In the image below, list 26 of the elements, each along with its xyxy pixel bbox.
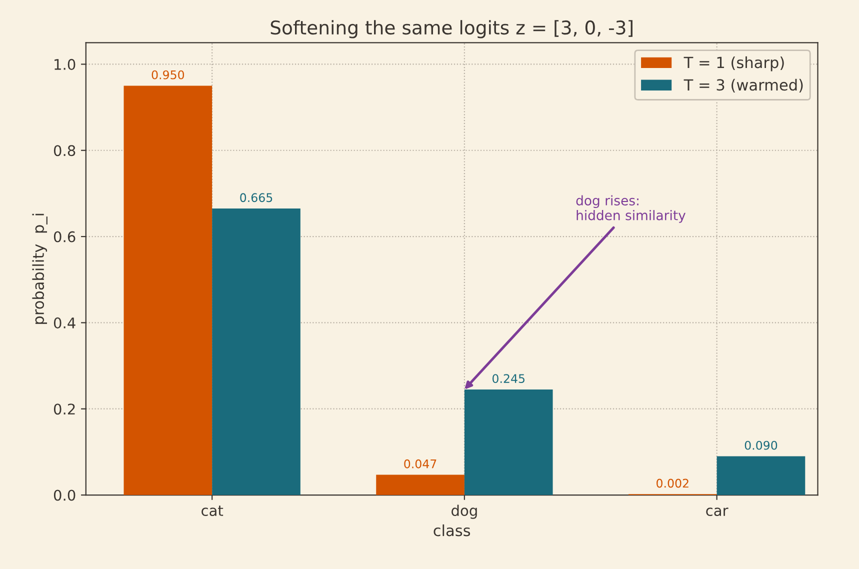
data-label: 0.002: [656, 478, 688, 488]
x-tick-label: cat: [202, 506, 224, 516]
y-tick-label: 0.2: [54, 404, 75, 415]
annotation: dog rises: hidden similarity: [576, 195, 686, 223]
y-tick-label: 0.8: [54, 145, 76, 156]
data-label: 0.047: [404, 459, 436, 468]
x-axis-title: class: [434, 524, 470, 536]
data-label: 0.950: [152, 70, 184, 80]
y-tick-label: 0.6: [54, 231, 76, 242]
data-label: 0.245: [492, 374, 524, 384]
x-tick-label: dog: [452, 504, 477, 519]
bar: [212, 208, 300, 496]
x-tick-label: car: [706, 508, 728, 516]
bar: [124, 86, 212, 496]
data-label: 0.665: [240, 193, 272, 202]
legend-label: T = 1 (sharp): [684, 56, 784, 72]
legend-label: T = 3 (warmed): [684, 78, 803, 92]
y-tick-label: 0.0: [54, 490, 76, 501]
y-tick-label: 1.0: [54, 58, 76, 70]
bar: [716, 456, 806, 496]
y-tick-label: 0.4: [54, 317, 76, 328]
bar: [376, 474, 464, 496]
bar: [464, 389, 553, 496]
data-label: 0.090: [744, 440, 778, 450]
chart-title: Softening the same logits z = [3, 0, -3]: [270, 20, 632, 38]
y-axis-title: probability p_i: [32, 214, 48, 324]
